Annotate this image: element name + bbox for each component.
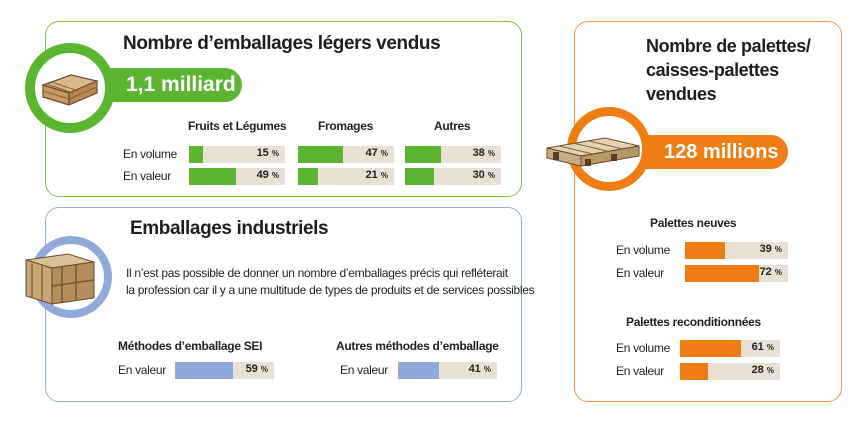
bar-fruits-volume: 15 % xyxy=(189,146,285,163)
value-label: 38 xyxy=(472,147,485,159)
bar-fill xyxy=(680,363,708,380)
value-label: 61 xyxy=(751,341,764,353)
pallets-title-line3: vendues xyxy=(646,84,717,104)
crate-icon xyxy=(41,74,99,106)
pallets-title-line1: Nombre de palettes/ xyxy=(646,36,811,56)
row-label-valeur: En valeur xyxy=(123,169,171,183)
bar-recond-volume: 61 % xyxy=(680,340,780,357)
pallets-total-badge: 128 millions xyxy=(640,135,788,169)
bar-fill xyxy=(298,146,344,163)
bar-sei-valeur: 59 % xyxy=(175,362,274,379)
light-packaging-total-badge: 1,1 milliard xyxy=(100,68,242,102)
row-label-volume-neuves: En volume xyxy=(616,243,670,257)
bar-fromages-volume: 47 % xyxy=(298,146,394,163)
industrial-note-line1: Il n’est pas possible de donner un nombr… xyxy=(126,266,508,280)
light-packaging-panel xyxy=(45,21,522,197)
bar-fill xyxy=(405,146,442,163)
bar-neuves-valeur: 72 % xyxy=(685,265,788,282)
value-label: 72 xyxy=(759,266,772,278)
bar-fill xyxy=(685,242,726,259)
pallets-title: Nombre de palettes/ caisses-palettes ven… xyxy=(646,34,811,106)
pallets-panel xyxy=(574,21,842,402)
value-label: 21 xyxy=(365,169,378,181)
value-label: 28 xyxy=(751,364,764,376)
industrial-packaging-title: Emballages industriels xyxy=(130,218,329,239)
industrial-packaging-panel xyxy=(45,207,522,402)
bar-neuves-volume: 39 % xyxy=(685,242,788,259)
pallets-title-line2: caisses-palettes xyxy=(646,60,779,80)
category-palettes-reconditionnees-label: Palettes reconditionnées xyxy=(626,315,761,329)
bar-recond-valeur: 28 % xyxy=(680,363,780,380)
row-label-valeur-neuves: En valeur xyxy=(616,266,664,280)
bar-autres-methodes-valeur: 41 % xyxy=(398,362,497,379)
value-label: 41 xyxy=(468,363,481,375)
industrial-note-line2: la profession car il y a une multitude d… xyxy=(126,283,535,297)
wooden-box-icon xyxy=(25,253,95,305)
category-autres-methodes-label: Autres méthodes d’emballage xyxy=(336,339,499,353)
crate-icon-ring xyxy=(25,43,115,133)
category-fruits-label: Fruits et Légumes xyxy=(188,119,287,133)
pallet-icon xyxy=(546,137,640,167)
category-fromages-label: Fromages xyxy=(318,119,373,133)
bar-fill xyxy=(298,168,319,185)
value-label: 39 xyxy=(759,243,772,255)
value-label: 59 xyxy=(245,363,258,375)
value-label: 30 xyxy=(472,169,485,181)
category-autres-label: Autres xyxy=(434,119,471,133)
row-label-valeur-sei: En valeur xyxy=(118,363,166,377)
bar-fill xyxy=(189,168,237,185)
bar-autres-valeur: 30 % xyxy=(405,168,501,185)
value-label: 47 xyxy=(365,147,378,159)
bar-fruits-valeur: 49 % xyxy=(189,168,285,185)
category-sei-label: Méthodes d’emballage SEI xyxy=(118,339,263,353)
bar-fill xyxy=(175,362,234,379)
category-palettes-neuves-label: Palettes neuves xyxy=(650,216,737,230)
bar-fill xyxy=(398,362,439,379)
row-label-valeur-recond: En valeur xyxy=(616,364,664,378)
bar-fill xyxy=(685,265,760,282)
row-label-volume-recond: En volume xyxy=(616,341,670,355)
value-label: 15 xyxy=(256,147,269,159)
bar-fill xyxy=(680,340,741,357)
bar-fill xyxy=(405,168,434,185)
row-label-volume: En volume xyxy=(123,147,177,161)
bar-fill xyxy=(189,146,204,163)
bar-autres-volume: 38 % xyxy=(405,146,501,163)
row-label-valeur-autres: En valeur xyxy=(340,363,388,377)
bar-fromages-valeur: 21 % xyxy=(298,168,394,185)
light-packaging-title: Nombre d’emballages légers vendus xyxy=(123,33,441,54)
value-label: 49 xyxy=(256,169,269,181)
